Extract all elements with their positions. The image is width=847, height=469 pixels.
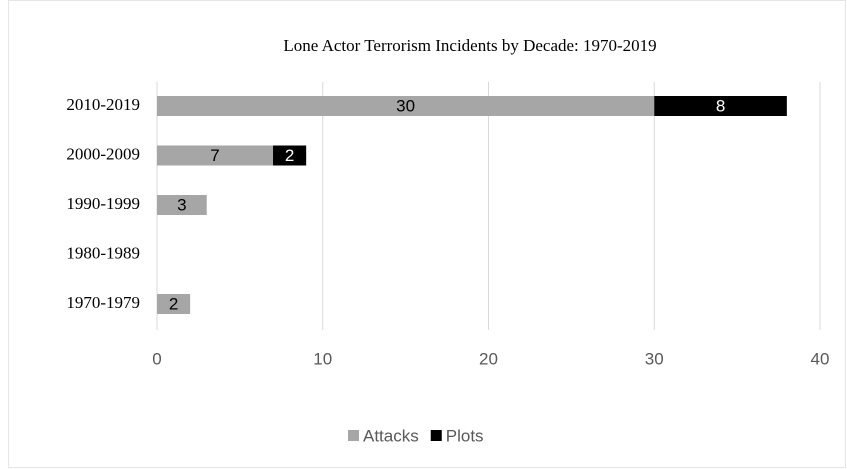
data-label: 30: [396, 96, 415, 115]
chart-border: [8, 0, 846, 468]
legend-label: Attacks: [363, 426, 419, 445]
data-label: 2: [169, 294, 178, 313]
x-tick-label: 20: [479, 349, 498, 368]
y-tick-label: 2000-2009: [66, 144, 140, 163]
y-tick-label: 1970-1979: [66, 293, 140, 312]
x-tick-label: 40: [811, 349, 830, 368]
chart-title: Lone Actor Terrorism Incidents by Decade…: [283, 36, 656, 55]
bar-segment: [157, 145, 274, 166]
data-label: 8: [716, 96, 725, 115]
data-label: 2: [285, 146, 294, 165]
x-tick-label: 10: [313, 349, 332, 368]
bar-segment: [654, 96, 787, 116]
y-tick-label: 2010-2019: [66, 95, 140, 114]
x-tick-label: 30: [645, 349, 664, 368]
bar-segment: [157, 195, 207, 215]
bar-segment: [273, 145, 307, 166]
legend-swatch: [348, 430, 359, 441]
y-tick-label: 1980-1989: [66, 243, 140, 262]
data-label: 7: [210, 146, 219, 165]
x-tick-label: 0: [152, 349, 161, 368]
legend-swatch: [430, 430, 442, 441]
legend-label: Plots: [446, 426, 484, 445]
y-tick-label: 1990-1999: [66, 194, 140, 213]
bar-segment: [157, 96, 655, 116]
bar-segment: [157, 294, 191, 314]
data-label: 3: [177, 195, 186, 214]
